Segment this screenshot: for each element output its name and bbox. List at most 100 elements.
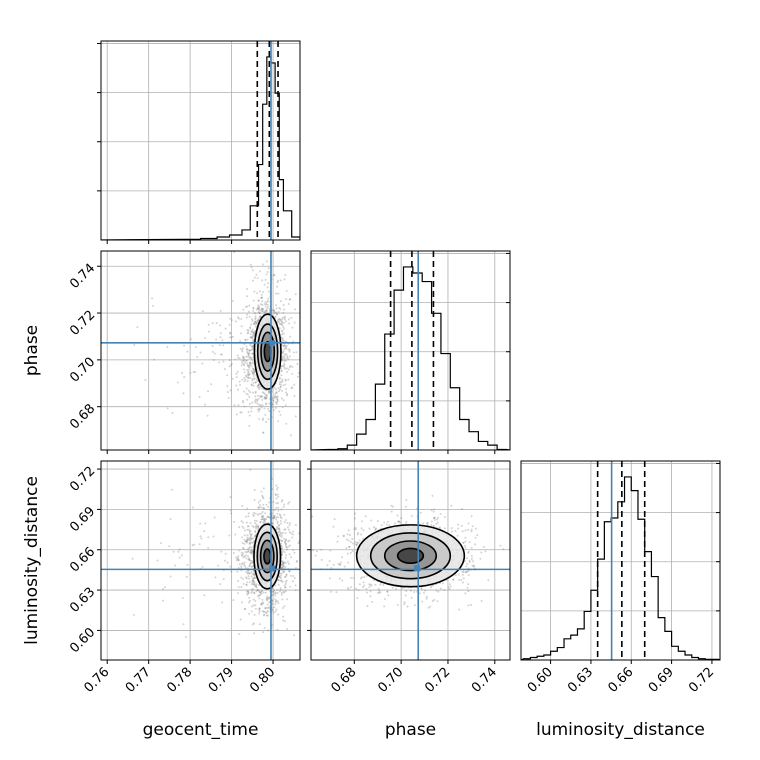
sample-point <box>240 553 243 556</box>
sample-point <box>254 318 257 321</box>
hist-bar <box>631 491 638 660</box>
sample-point <box>252 526 255 529</box>
sample-point <box>265 420 268 423</box>
sample-point <box>284 274 287 277</box>
sample-point <box>435 522 438 525</box>
sample-point <box>253 370 256 373</box>
sample-point <box>229 336 232 339</box>
sample-point <box>362 581 365 584</box>
sample-point <box>394 587 397 590</box>
sample-point <box>246 534 249 537</box>
sample-point <box>260 310 263 313</box>
sample-point <box>296 559 299 562</box>
sample-point <box>291 580 294 583</box>
sample-point <box>449 585 452 588</box>
sample-point <box>252 622 255 625</box>
sample-point <box>249 562 252 565</box>
x-tick-label: 0.72 <box>686 665 717 696</box>
sample-point <box>354 526 357 529</box>
sample-point <box>294 584 297 587</box>
sample-point <box>275 502 278 505</box>
sample-point <box>293 383 296 386</box>
sample-point <box>271 309 274 312</box>
sample-point <box>248 364 251 367</box>
histogram-panel-geocent_time <box>97 40 301 244</box>
sample-point <box>250 541 253 544</box>
sample-point <box>235 556 238 559</box>
sample-point <box>264 521 267 524</box>
sample-point <box>248 577 251 580</box>
sample-point <box>281 562 284 565</box>
sample-point <box>283 316 286 319</box>
sample-point <box>229 331 232 334</box>
sample-point <box>245 570 248 573</box>
sample-point <box>213 352 216 355</box>
sample-point <box>238 563 241 566</box>
sample-point <box>267 389 270 392</box>
sample-point <box>259 396 262 399</box>
sample-point <box>248 352 251 355</box>
sample-point <box>288 355 291 358</box>
sample-point <box>228 534 231 537</box>
sample-point <box>499 544 502 547</box>
sample-point <box>285 391 288 394</box>
sample-point <box>400 517 403 520</box>
sample-point <box>348 545 351 548</box>
sample-point <box>251 360 254 363</box>
sample-point <box>219 309 222 312</box>
x-axis-label: geocent_time <box>143 720 259 740</box>
sample-point <box>254 315 257 318</box>
sample-point <box>268 501 271 504</box>
sample-point <box>246 398 249 401</box>
sample-point <box>336 540 339 543</box>
sample-point <box>273 310 276 313</box>
sample-point <box>276 285 279 288</box>
sample-point <box>285 347 288 350</box>
sample-point <box>246 364 249 367</box>
sample-point <box>256 277 259 280</box>
sample-point <box>293 321 296 324</box>
sample-point <box>273 395 276 398</box>
sample-point <box>275 401 278 404</box>
sample-point <box>281 318 284 321</box>
sample-point <box>279 385 282 388</box>
sample-point <box>242 356 245 359</box>
sample-point <box>277 506 280 509</box>
sample-point <box>253 519 256 522</box>
sample-point <box>252 362 255 365</box>
sample-point <box>226 385 229 388</box>
sample-point <box>206 414 209 417</box>
sample-point <box>247 352 250 355</box>
sample-point <box>240 325 243 328</box>
sample-point <box>259 499 262 502</box>
sample-point <box>204 522 207 525</box>
sample-point <box>252 344 255 347</box>
sample-point <box>285 394 288 397</box>
sample-point <box>250 358 253 361</box>
sample-point <box>275 396 278 399</box>
sample-point <box>279 587 282 590</box>
sample-point <box>207 330 210 333</box>
sample-point <box>282 308 285 311</box>
sample-point <box>247 354 250 357</box>
sample-point <box>482 545 485 548</box>
sample-point <box>255 321 258 324</box>
sample-point <box>303 543 305 545</box>
sample-point <box>284 580 287 583</box>
sample-point <box>262 591 265 594</box>
sample-point <box>259 591 262 594</box>
sample-point <box>281 330 284 333</box>
sample-point <box>258 305 261 308</box>
sample-point <box>288 524 291 527</box>
sample-point <box>178 556 181 559</box>
x-tick-label: 0.76 <box>81 665 112 696</box>
sample-point <box>247 377 250 380</box>
sample-point <box>464 536 467 539</box>
sample-point <box>258 593 261 596</box>
sample-point <box>388 524 391 527</box>
sample-point <box>267 290 270 293</box>
sample-point <box>401 587 404 590</box>
sample-point <box>283 355 286 358</box>
sample-point <box>265 273 268 276</box>
sample-point <box>199 535 202 538</box>
